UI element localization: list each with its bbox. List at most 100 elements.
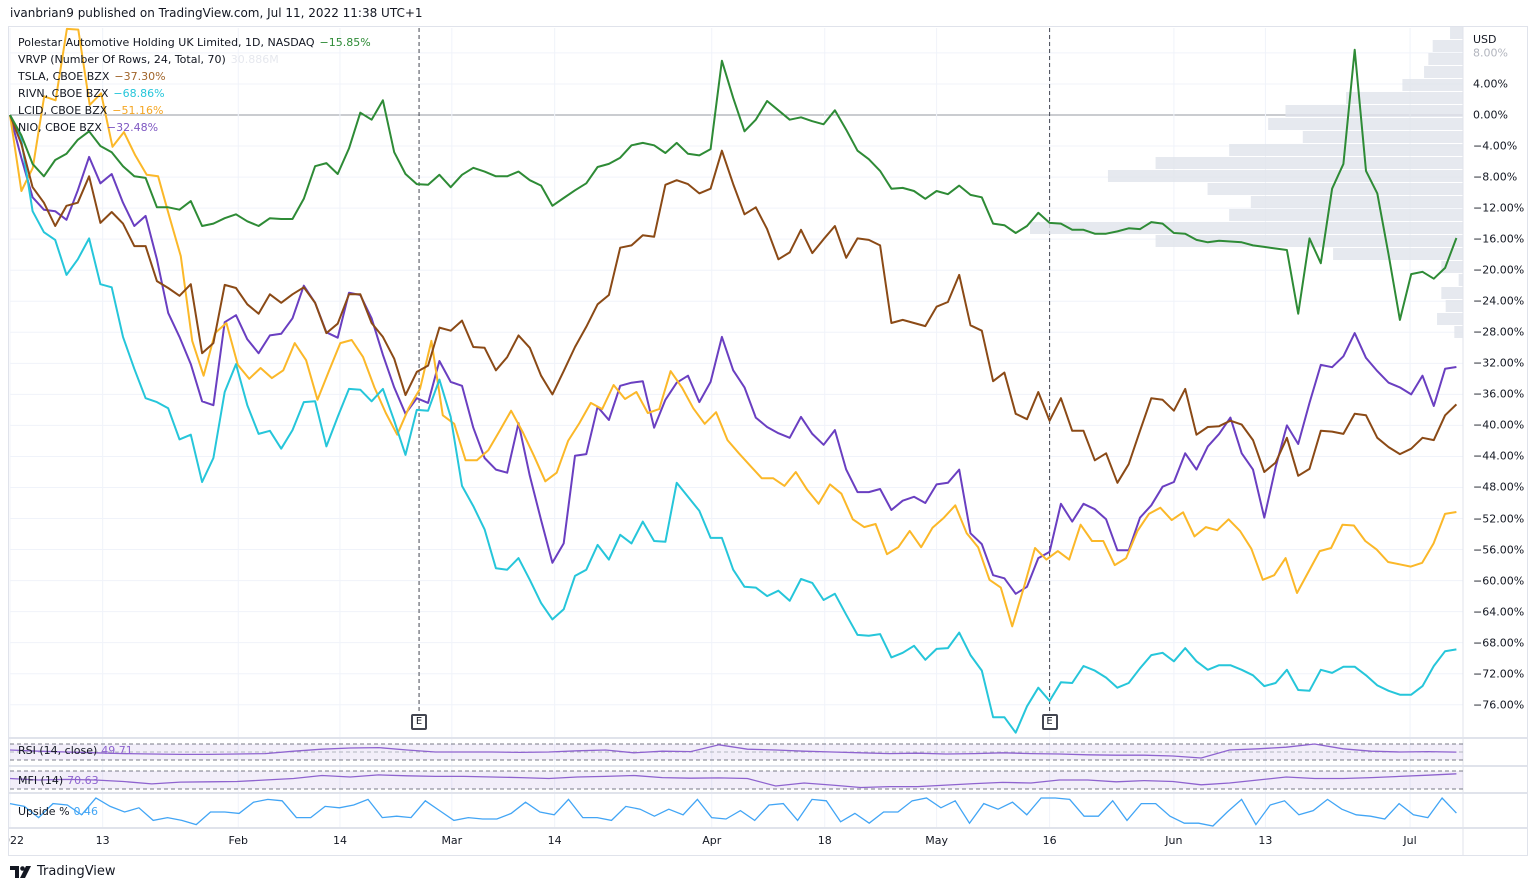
legend-main[interactable]: Polestar Automotive Holding UK Limited, …	[18, 34, 371, 51]
legend-lcid-value: −51.16%	[112, 104, 164, 117]
x-tick-label: Jul	[1403, 834, 1417, 847]
x-tick-label: Apr	[702, 834, 722, 847]
volume-profile-bar	[1302, 131, 1463, 143]
volume-profile-bar	[1268, 118, 1463, 130]
legend-lcid-label: LCID, CBOE BZX	[18, 104, 108, 117]
volume-profile-bar	[1450, 27, 1463, 39]
publish-info: ivanbrian9 published on TradingView.com,…	[10, 6, 423, 20]
volume-profile-bar	[1346, 92, 1463, 104]
volume-profile-bar	[1333, 248, 1463, 260]
volume-profile-bar	[1437, 313, 1463, 325]
x-tick-label: Mar	[441, 834, 463, 847]
footer-logo[interactable]: TradingView	[10, 864, 116, 879]
legend-vrvp-value: 30.886M	[230, 53, 279, 66]
series-line-tsla	[9, 114, 1458, 484]
footer-brand: TradingView	[37, 864, 116, 879]
volume-profile-bar	[1285, 105, 1463, 117]
volume-profile-bar	[1207, 183, 1463, 195]
x-tick-label: May	[925, 834, 948, 847]
indicator-plots	[9, 743, 1463, 827]
y-tick-label: −16.00%	[1473, 232, 1525, 246]
y-tick-label: 4.00%	[1473, 77, 1508, 91]
volume-profile-bar	[1428, 53, 1463, 65]
legend-rivn-value: −68.86%	[113, 87, 165, 100]
series-line-ptsr	[9, 48, 1458, 321]
legend-nio-value: −32.48%	[106, 121, 159, 134]
y-tick-label: −40.00%	[1473, 418, 1525, 432]
y-tick-label: −68.00%	[1473, 636, 1525, 650]
x-tick-label: 16	[1042, 834, 1057, 847]
time-axis[interactable]: 2022 13 Feb 14 Mar 14 Apr 18 May 16 Jun 13 Jul	[9, 828, 1463, 855]
y-tick-label: −76.00%	[1473, 698, 1525, 712]
y-tick-label: −52.00%	[1473, 512, 1525, 526]
volume-profile-bar	[1229, 144, 1463, 156]
rsi-legend[interactable]: RSI (14, close) 49.71	[18, 744, 133, 757]
volume-profile-bar	[1441, 287, 1463, 299]
upside-legend[interactable]: Upside % 0.46	[18, 805, 98, 818]
series-line-nio	[9, 114, 1457, 595]
mfi-value: 70.63	[67, 774, 99, 787]
legend-nio[interactable]: NIO, CBOE BZX −32.48%	[18, 119, 371, 136]
upside-label: Upside %	[18, 805, 70, 818]
mfi-legend[interactable]: MFI (14) 70.63	[18, 774, 99, 787]
upside-value: 0.46	[73, 805, 99, 818]
y-tick-label: −56.00%	[1473, 543, 1525, 557]
x-tick-label: 13	[95, 834, 110, 847]
rsi-value: 49.71	[101, 744, 133, 757]
legend-tsla-label: TSLA, CBOE BZX	[18, 70, 110, 83]
legend-vrvp[interactable]: VRVP (Number Of Rows, 24, Total, 70) 30.8…	[18, 51, 371, 68]
y-tick-label: −32.00%	[1473, 356, 1525, 370]
legend: Polestar Automotive Holding UK Limited, …	[18, 34, 371, 136]
y-tick-label: −12.00%	[1473, 201, 1525, 215]
y-tick-label: −20.00%	[1473, 263, 1525, 277]
y-tick-label: −28.00%	[1473, 325, 1525, 339]
series-line-rivn	[9, 114, 1457, 734]
earnings-marker[interactable]: E	[1041, 714, 1058, 730]
x-tick-label: Jun	[1165, 834, 1183, 847]
volume-profile-bar	[1030, 222, 1463, 234]
volume-profile-bar	[1402, 79, 1463, 91]
y-tick-label: −48.00%	[1473, 480, 1525, 494]
volume-profile-bar	[1432, 40, 1463, 52]
x-tick-label: 14	[547, 834, 562, 847]
legend-lcid[interactable]: LCID, CBOE BZX −51.16%	[18, 102, 371, 119]
x-tick-label: 18	[817, 834, 832, 847]
x-tick-label: 13	[1258, 834, 1273, 847]
y-tick-label: −24.00%	[1473, 294, 1525, 308]
chart-frame	[8, 26, 1528, 856]
y-tick-label: 8.00%	[1473, 46, 1508, 60]
volume-profile-bar	[1155, 157, 1463, 169]
legend-main-value: −15.85%	[319, 36, 371, 49]
legend-nio-label: NIO, CBOE BZX	[18, 121, 102, 134]
volume-profile-bar	[1250, 196, 1463, 208]
volume-profile-bar	[1445, 300, 1463, 312]
x-tick-label: 2022	[9, 834, 24, 847]
rsi-line	[9, 743, 1457, 759]
volume-profile	[1030, 27, 1463, 338]
legend-tsla-value: −37.30%	[114, 70, 166, 83]
y-tick-label: −44.00%	[1473, 449, 1525, 463]
pane-separators	[9, 27, 1527, 855]
legend-main-label: Polestar Automotive Holding UK Limited, …	[18, 36, 315, 49]
mfi-line	[9, 773, 1457, 789]
volume-profile-bar	[1107, 170, 1463, 182]
legend-rivn[interactable]: RIVN, CBOE BZX −68.86%	[18, 85, 371, 102]
upside-line	[9, 796, 1457, 827]
y-tick-label: −36.00%	[1473, 387, 1525, 401]
volume-profile-bar	[1454, 326, 1463, 338]
currency-label: USD	[1473, 33, 1497, 46]
y-tick-label: 0.00%	[1473, 108, 1508, 122]
rsi-label: RSI (14, close)	[18, 744, 98, 757]
legend-rivn-label: RIVN, CBOE BZX	[18, 87, 109, 100]
legend-tsla[interactable]: TSLA, CBOE BZX −37.30%	[18, 68, 371, 85]
volume-profile-bar	[1229, 209, 1463, 221]
legend-vrvp-label: VRVP (Number Of Rows, 24, Total, 70)	[18, 53, 226, 66]
x-tick-label: Feb	[228, 834, 248, 847]
mfi-label: MFI (14)	[18, 774, 64, 787]
x-tick-label: 14	[332, 834, 347, 847]
series-lines	[9, 27, 1458, 734]
earnings-marker[interactable]: E	[411, 714, 428, 730]
series-line-lcid	[9, 27, 1457, 628]
y-tick-label: −60.00%	[1473, 574, 1525, 588]
